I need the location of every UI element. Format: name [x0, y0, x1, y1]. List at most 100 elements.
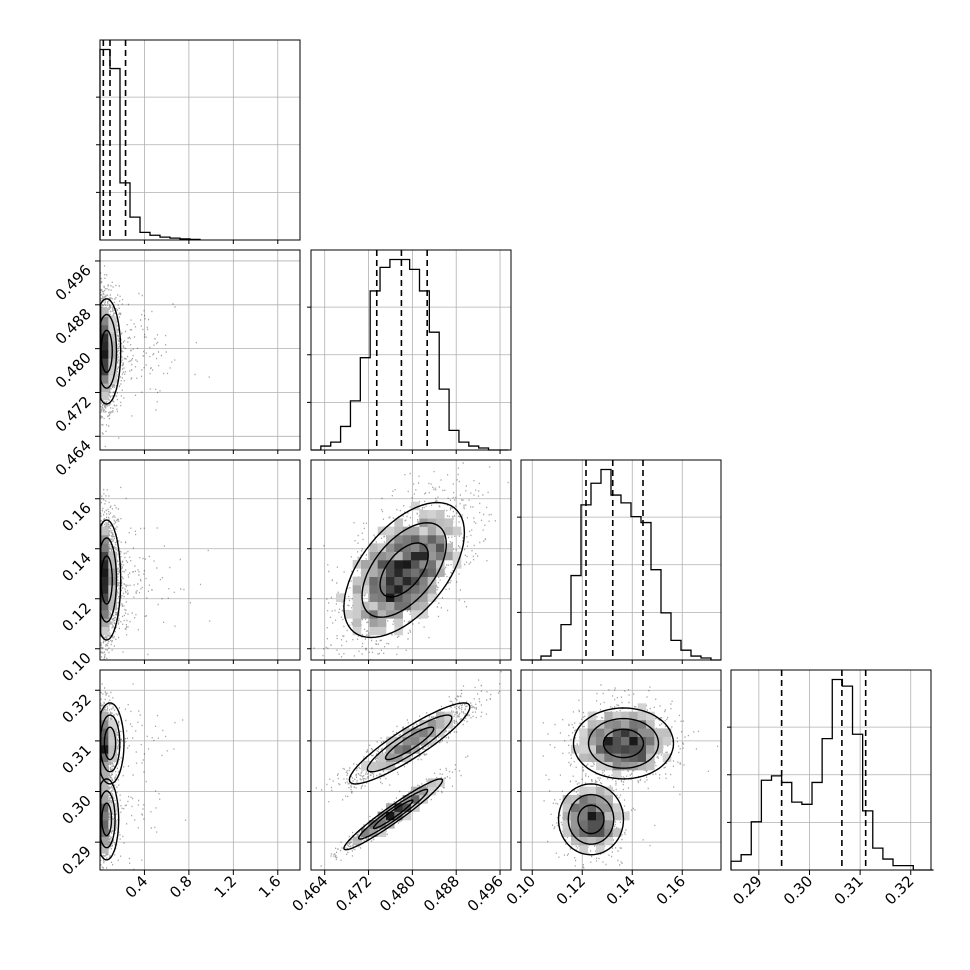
density-cell: [587, 720, 597, 729]
density-cell: [596, 728, 605, 737]
x-tick-label-p1: 0.488: [420, 872, 463, 915]
density-cell: [579, 795, 588, 804]
contour-line: [100, 790, 116, 849]
density-cell: [562, 820, 572, 829]
density-cell: [100, 593, 109, 602]
x-tick-label-p2: 0.12: [553, 872, 589, 908]
density-cell: [596, 795, 605, 804]
density-cell: [654, 728, 663, 737]
density-cell: [108, 601, 117, 611]
density-cell: [100, 350, 109, 359]
density-cell: [369, 576, 378, 586]
density-cell: [394, 601, 403, 611]
density-cell: [612, 720, 622, 729]
density-cell: [621, 811, 630, 821]
density-cell: [411, 526, 420, 536]
density-cell: [427, 560, 437, 569]
density-cell: [100, 811, 109, 821]
density-cell: [612, 745, 622, 754]
density-cell: [402, 585, 412, 594]
scatter-points: [315, 671, 502, 867]
density-cell: [637, 753, 647, 762]
density-cell: [369, 543, 378, 552]
density-cell: [411, 551, 420, 561]
density-cell: [571, 811, 580, 821]
density-cell: [596, 820, 605, 829]
density-cell: [100, 551, 109, 561]
density-cell: [637, 761, 647, 771]
contour-line: [100, 329, 113, 374]
density-cell: [386, 543, 395, 552]
density-cell: [100, 778, 109, 787]
density-cell: [386, 601, 395, 611]
density-cell: [100, 576, 109, 586]
x-tick-label-p0: 1.2: [211, 872, 241, 902]
density-cell: [427, 778, 437, 787]
density-cell: [596, 828, 605, 837]
scatter-points: [100, 486, 211, 660]
density-cell: [108, 736, 117, 746]
density-cell: [662, 753, 672, 762]
density-cell: [411, 585, 420, 594]
hist-panel-p0: [96, 39, 301, 244]
density-cell: [100, 626, 109, 636]
contour-line: [366, 714, 453, 773]
density-cell: [369, 828, 378, 837]
density-cell: [100, 795, 109, 804]
density-cell: [427, 593, 437, 602]
density-cell: [427, 786, 437, 796]
density-cell: [604, 728, 613, 737]
scatter-panel-2-3: 0.10 0.12 0.14 0.16: [503, 669, 722, 908]
density-cell: [402, 593, 412, 602]
density-cell: [108, 820, 117, 829]
contour-line: [348, 702, 471, 785]
density-cell: [377, 820, 387, 829]
density-cell: [336, 593, 345, 602]
density-cell: [377, 551, 387, 561]
panel-frame: [310, 669, 512, 871]
density-cell: [579, 845, 588, 854]
density-cell: [587, 795, 597, 804]
density-cell: [427, 585, 437, 594]
x-tick-label-p3: 0.29: [729, 872, 765, 908]
density-cell: [436, 518, 445, 527]
density-cell: [361, 761, 370, 771]
y-tick-label-p2: 0.14: [58, 549, 94, 585]
density-cell: [419, 585, 428, 594]
density-cell: [377, 585, 387, 594]
density-cell: [369, 618, 378, 627]
density-cell: [386, 535, 395, 544]
density-cell: [386, 745, 395, 754]
scatter-panel-0-2: 0.10 0.12 0.14 0.16: [58, 459, 301, 685]
density-cell: [402, 535, 412, 544]
density-cell: [587, 745, 597, 754]
density-cell: [436, 543, 445, 552]
density-cell: [604, 828, 613, 837]
histogram-step-p3: [730, 678, 934, 871]
density-cell: [402, 551, 412, 561]
density-cell: [352, 836, 362, 846]
density-cell: [662, 736, 672, 746]
density-cell: [394, 543, 403, 552]
density-cell: [377, 761, 387, 771]
x-tick-label-p2: 0.14: [603, 872, 639, 908]
density-cell: [444, 526, 453, 536]
density-cell: [596, 845, 605, 854]
density-cell: [100, 391, 109, 401]
density-cell: [386, 803, 395, 812]
density-cell: [654, 745, 663, 754]
density-cell: [352, 601, 362, 611]
density-cell: [637, 703, 647, 712]
density-cell: [596, 761, 605, 771]
density-cell: [411, 501, 420, 511]
density-cell: [108, 325, 117, 334]
contour-line: [357, 788, 429, 840]
density-cell: [621, 761, 630, 771]
x-tick-label-p1: 0.472: [332, 872, 375, 915]
density-cell: [100, 333, 109, 342]
x-tick-label-p2: 0.16: [653, 872, 689, 908]
density-cell: [579, 728, 588, 737]
density-cell: [411, 593, 420, 602]
scatter-points: [100, 265, 210, 448]
density-cell: [604, 836, 613, 846]
